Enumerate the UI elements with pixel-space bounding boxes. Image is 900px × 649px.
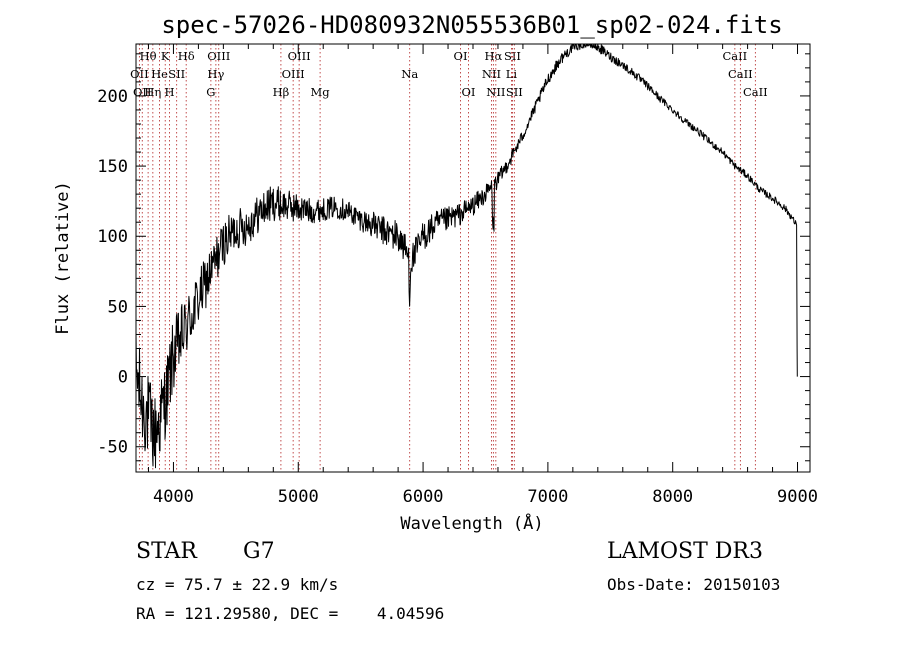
line-marker-label: Hη (144, 85, 161, 99)
line-marker-label: OIII (207, 49, 230, 63)
line-marker-label: OII (130, 67, 149, 81)
line-marker-label: OIII (282, 67, 305, 81)
x-tick-label: 7000 (527, 487, 568, 507)
line-marker-label: Li (506, 67, 518, 81)
line-marker-label: Mg (311, 85, 331, 99)
line-marker-label: SII (168, 67, 185, 81)
line-marker-label: CaII (722, 49, 747, 63)
line-marker-label: Hγ (207, 67, 224, 81)
object-class: STAR (136, 539, 197, 564)
line-marker-label: SII (504, 49, 521, 63)
line-marker-label: OIII (288, 49, 311, 63)
y-tick-label: 0 (118, 368, 128, 388)
y-tick-label: 150 (97, 157, 128, 177)
line-marker-label: Na (401, 67, 418, 81)
y-tick-label: 200 (97, 87, 128, 107)
line-marker-label: SII (506, 85, 523, 99)
line-marker-label: H (165, 85, 175, 99)
x-tick-label: 6000 (403, 487, 444, 507)
spectrum-line (135, 44, 798, 469)
survey-name: LAMOST DR3 (607, 539, 763, 564)
line-marker-label: Hβ (273, 85, 290, 99)
y-tick-label: 50 (108, 297, 128, 317)
line-marker-label: CaII (743, 85, 768, 99)
object-subclass: G7 (243, 539, 275, 564)
spectrum-series (135, 44, 798, 469)
line-marker-label: Hα (484, 49, 502, 63)
line-marker-label: OI (462, 85, 476, 99)
x-tick-label: 4000 (153, 487, 194, 507)
y-tick-label: 100 (97, 227, 128, 247)
line-marker-label: G (206, 85, 215, 99)
line-marker-label: CaII (728, 67, 753, 81)
line-marker-label: NII (486, 85, 505, 99)
x-axis: 4000 5000 6000 7000 8000 9000 (147, 44, 818, 507)
line-marker-label: OI (454, 49, 468, 63)
y-axis: -50 0 50 100 150 200 (97, 53, 810, 462)
redshift-velocity: cz = 75.7 ± 22.9 km/s (136, 575, 339, 594)
plot-frame (135, 43, 811, 473)
line-marker-label: Hθ (140, 49, 157, 63)
x-axis-label: Wavelength (Å) (400, 512, 543, 534)
chart-title: spec-57026-HD080932N055536B01_sp02-024.f… (161, 11, 782, 39)
line-markers: OIIOIIHθHηHeKHSIIHδGHγOIIIHβOIIIOIIIMgNa… (130, 44, 768, 472)
line-marker-label: He (151, 67, 168, 81)
line-marker-label: NII (482, 67, 501, 81)
observation-date: Obs-Date: 20150103 (607, 575, 781, 594)
x-tick-label: 5000 (278, 487, 319, 507)
coordinates: RA = 121.29580, DEC = 4.04596 (136, 604, 445, 623)
line-marker-label: Hδ (178, 49, 195, 63)
line-marker-label: K (161, 49, 170, 63)
x-tick-label: 8000 (652, 487, 693, 507)
x-tick-label: 9000 (777, 487, 818, 507)
y-axis-label: Flux (relative) (53, 181, 73, 335)
y-tick-label: -50 (97, 438, 128, 458)
